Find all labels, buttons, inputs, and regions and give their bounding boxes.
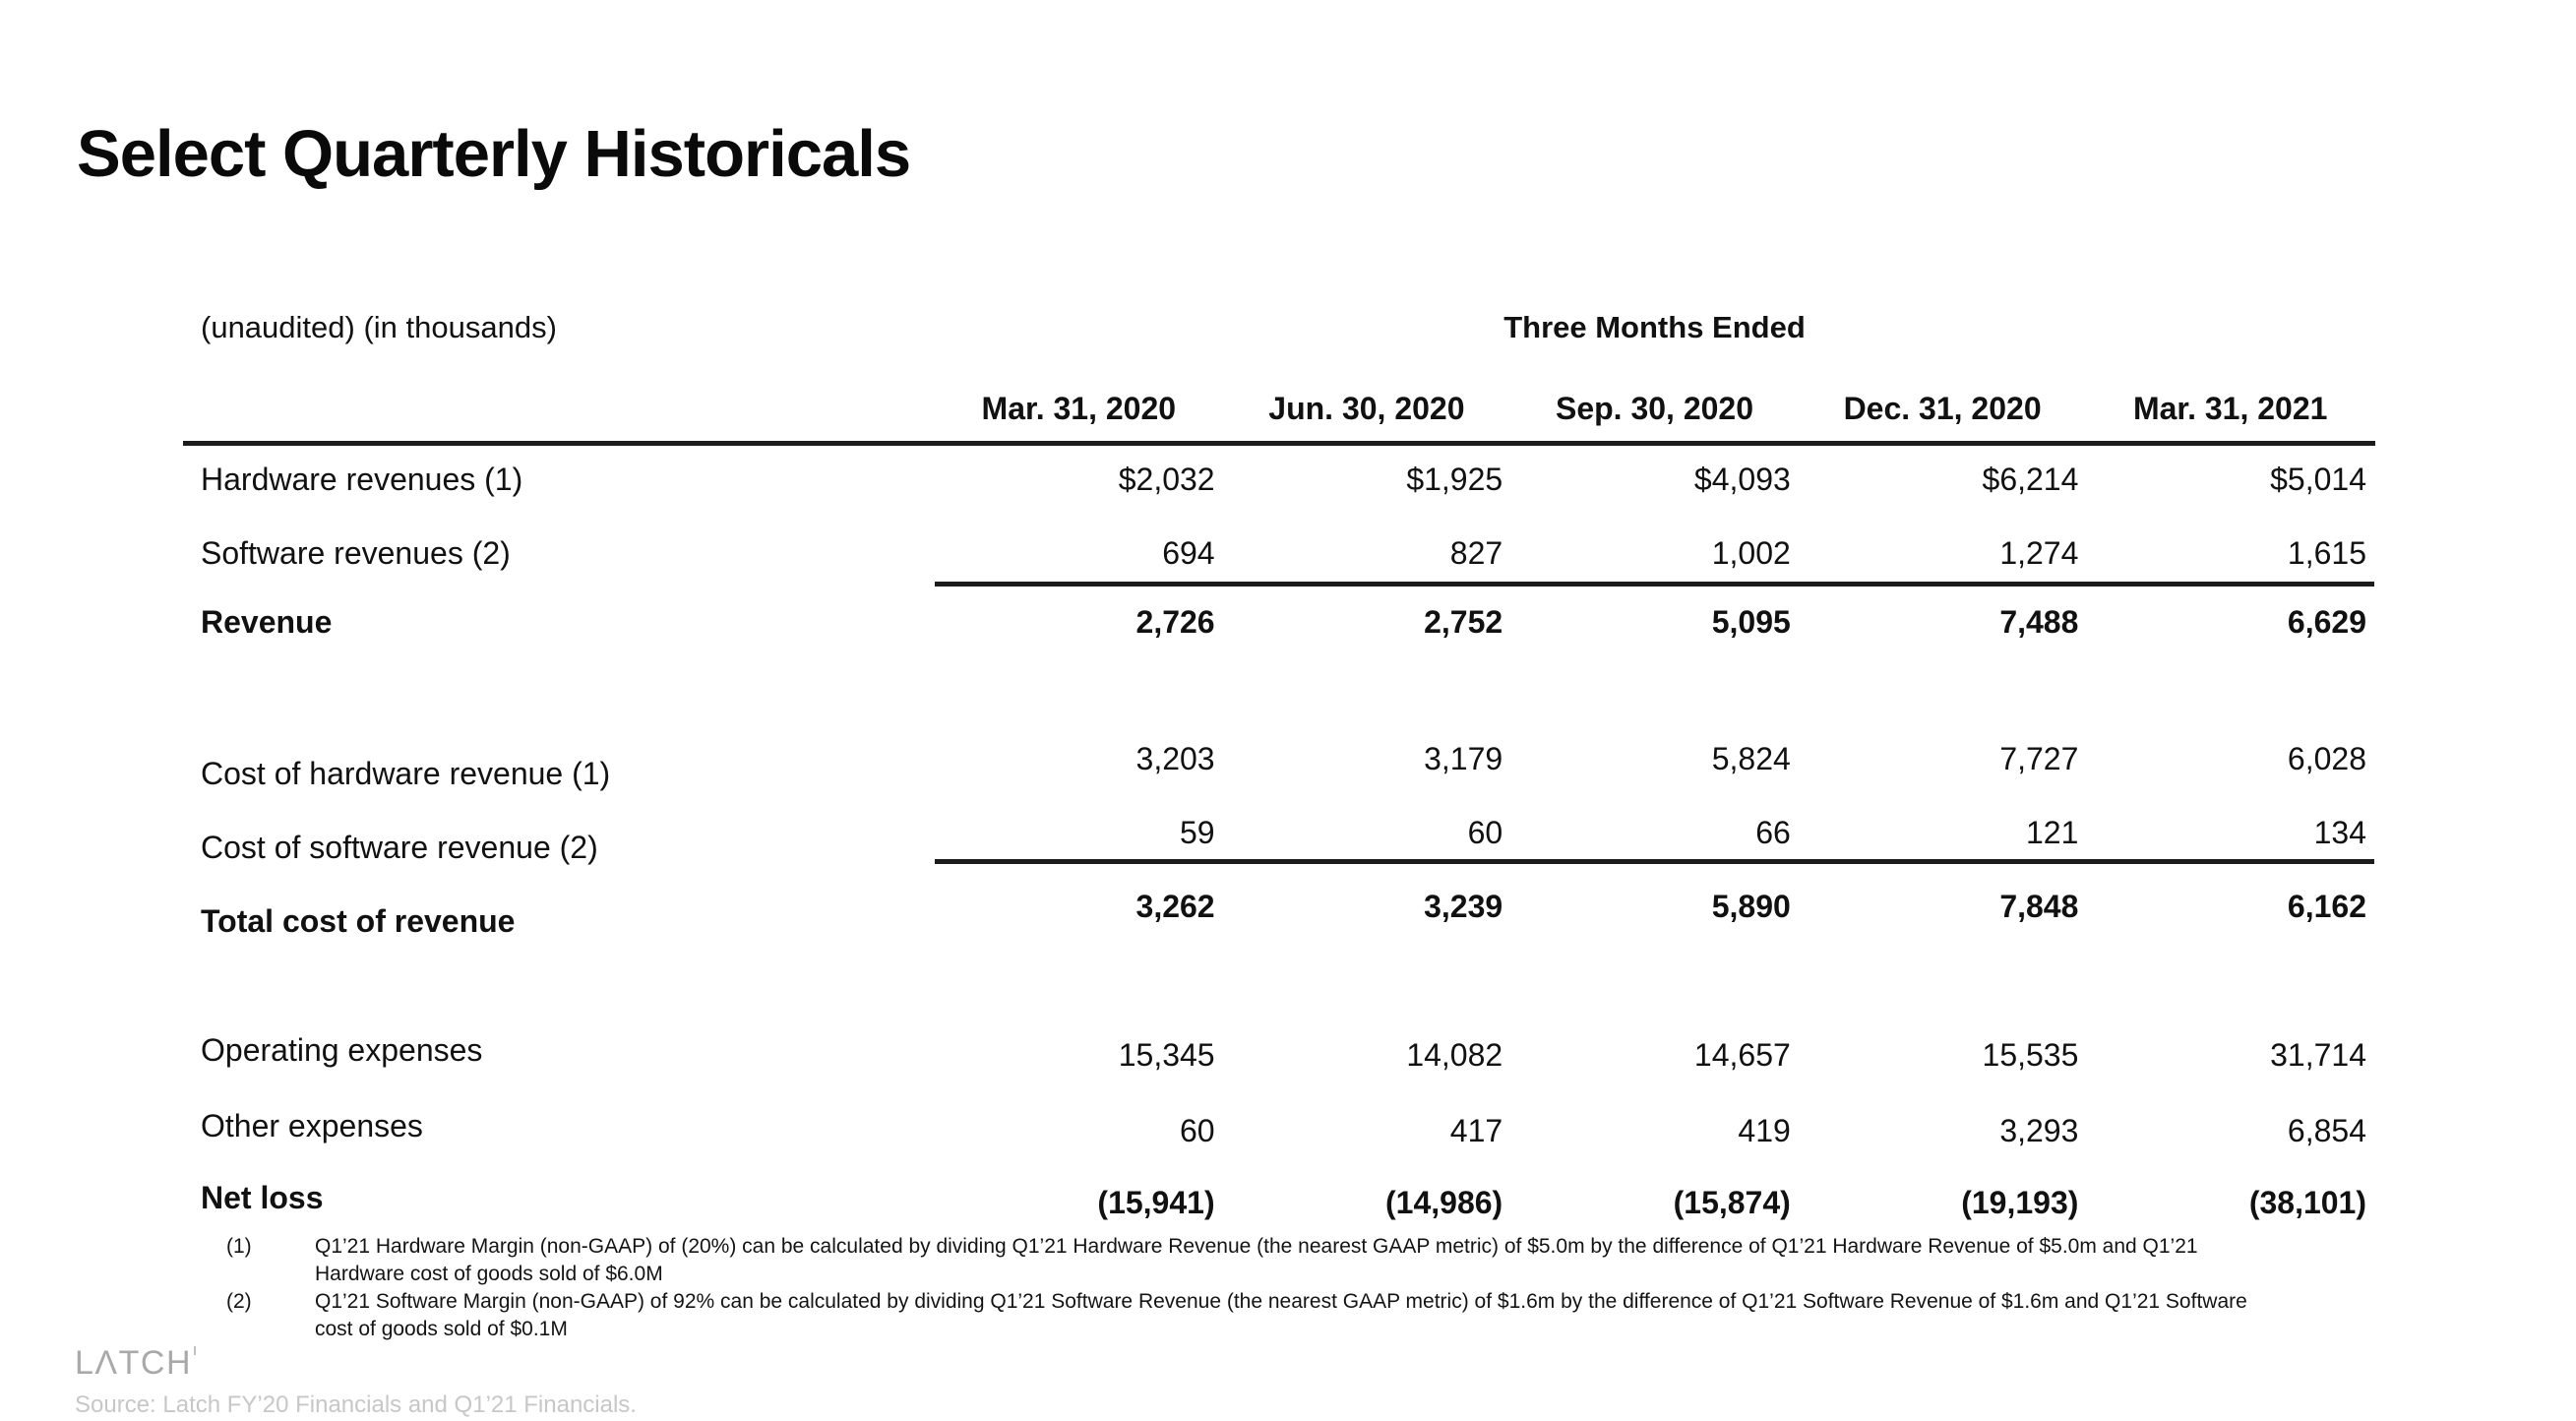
table-row-hardware-revenues: Hardware revenues (1) $2,032 $1,925 $4,0… — [186, 461, 2374, 498]
cell-value: 7,848 — [1999, 889, 2079, 924]
cell-value: 1,615 — [2287, 535, 2366, 571]
cell-value: 7,727 — [1999, 741, 2079, 776]
cell-value: 5,824 — [1711, 741, 1791, 776]
cell-value: 417 — [1449, 1113, 1503, 1148]
cell-value: 2,726 — [1135, 604, 1215, 640]
header-rule — [183, 441, 2375, 446]
cell-value: 15,345 — [1118, 1037, 1215, 1073]
column-header: Mar. 31, 2021 — [2132, 391, 2328, 426]
table-row-net-loss: Net loss (15,941) (14,986) (15,874) (19,… — [186, 1179, 2374, 1220]
latch-logo-text: LΛTCH — [75, 1344, 192, 1382]
cell-value: 5,890 — [1711, 889, 1791, 924]
unaudited-note: (unaudited) (in thousands) — [201, 310, 557, 344]
cell-value: 15,535 — [1982, 1037, 2079, 1073]
cell-value: 694 — [1162, 535, 1215, 571]
table-row-cost-software: Cost of software revenue (2) 59 60 66 12… — [186, 815, 2374, 866]
row-label: Total cost of revenue — [201, 903, 516, 939]
cell-value: (15,874) — [1673, 1185, 1791, 1220]
source-note: Source: Latch FY’20 Financials and Q1’21… — [75, 1391, 637, 1418]
cell-value: 2,752 — [1424, 604, 1503, 640]
cell-value: (38,101) — [2248, 1185, 2366, 1220]
cell-value: 1,274 — [1999, 535, 2079, 571]
cell-value: 60 — [1467, 815, 1503, 850]
cell-value: 5,095 — [1711, 604, 1791, 640]
cell-value: 827 — [1449, 535, 1503, 571]
table-row-other-expenses: Other expenses 60 417 419 3,293 6,854 — [186, 1107, 2374, 1148]
footnotes: (1) Q1’21 Hardware Margin (non-GAAP) of … — [226, 1233, 2268, 1343]
cell-value: (19,193) — [1961, 1185, 2079, 1220]
cell-value: 121 — [2026, 815, 2079, 850]
row-label: Software revenues (2) — [201, 535, 511, 571]
footnote-marker: (2) — [226, 1290, 252, 1313]
column-header: Jun. 30, 2020 — [1268, 391, 1465, 426]
cell-value: $6,214 — [1982, 462, 2079, 497]
cell-value: 6,162 — [2287, 889, 2366, 924]
cell-value: 3,262 — [1135, 889, 1215, 924]
cell-value: 31,714 — [2270, 1037, 2366, 1073]
cell-value: 59 — [1180, 815, 1215, 850]
cell-value: 60 — [1180, 1113, 1215, 1148]
table-row-total-cost: Total cost of revenue 3,262 3,239 5,890 … — [186, 889, 2374, 940]
column-header: Sep. 30, 2020 — [1555, 391, 1753, 426]
row-label: Revenue — [201, 604, 333, 640]
table-column-headers: Mar. 31, 2020 Jun. 30, 2020 Sep. 30, 202… — [186, 390, 2374, 427]
table-row-operating-expenses: Operating expenses 15,345 14,082 14,657 … — [186, 1031, 2374, 1073]
cell-value: $1,925 — [1406, 462, 1503, 497]
cell-value: 14,657 — [1693, 1037, 1791, 1073]
row-label: Cost of hardware revenue (1) — [201, 756, 611, 791]
logo-trademark-tick — [194, 1346, 196, 1355]
column-header: Mar. 31, 2020 — [981, 391, 1177, 426]
row-label: Operating expenses — [201, 1032, 483, 1068]
cell-value: 419 — [1738, 1113, 1791, 1148]
column-header: Dec. 31, 2020 — [1843, 391, 2042, 426]
cell-value: 6,854 — [2287, 1113, 2366, 1148]
footnote-marker: (1) — [226, 1235, 252, 1258]
cell-value: 1,002 — [1711, 535, 1791, 571]
footnote-1: (1) Q1’21 Hardware Margin (non-GAAP) of … — [226, 1233, 2268, 1288]
cell-value: $4,093 — [1693, 462, 1791, 497]
cell-value: 6,629 — [2287, 604, 2366, 640]
row-label: Other expenses — [201, 1108, 423, 1143]
footnote-text: Q1’21 Software Margin (non-GAAP) of 92% … — [315, 1290, 2247, 1340]
footnote-2: (2) Q1’21 Software Margin (non-GAAP) of … — [226, 1288, 2268, 1343]
row-label: Net loss — [201, 1180, 324, 1215]
cell-value: $5,014 — [2270, 462, 2366, 497]
row-label: Cost of software revenue (2) — [201, 830, 598, 865]
table-row-revenue-total: Revenue 2,726 2,752 5,095 7,488 6,629 — [186, 603, 2374, 641]
revenue-subtotal-rule — [935, 582, 2374, 587]
cell-value: 6,028 — [2287, 741, 2366, 776]
page-title: Select Quarterly Historicals — [77, 117, 911, 191]
cell-value: 3,179 — [1424, 741, 1503, 776]
cell-value: 3,293 — [1999, 1113, 2079, 1148]
footnote-text: Q1’21 Hardware Margin (non-GAAP) of (20%… — [315, 1235, 2198, 1285]
cell-value: $2,032 — [1118, 462, 1215, 497]
latch-logo: LΛTCH — [75, 1344, 196, 1383]
cell-value: 3,203 — [1135, 741, 1215, 776]
cell-value: (15,941) — [1097, 1185, 1215, 1220]
cell-value: 134 — [2313, 815, 2366, 850]
cell-value: 7,488 — [1999, 604, 2079, 640]
table-row-software-revenues: Software revenues (2) 694 827 1,002 1,27… — [186, 534, 2374, 572]
table-row-cost-hardware: Cost of hardware revenue (1) 3,203 3,179… — [186, 741, 2374, 792]
cell-value: (14,986) — [1385, 1185, 1503, 1220]
cost-subtotal-rule — [935, 859, 2374, 864]
cell-value: 3,239 — [1424, 889, 1503, 924]
cell-value: 14,082 — [1406, 1037, 1503, 1073]
cell-value: 66 — [1755, 815, 1791, 850]
table-spanner-heading: Three Months Ended — [1503, 310, 1806, 344]
row-label: Hardware revenues (1) — [201, 462, 523, 497]
